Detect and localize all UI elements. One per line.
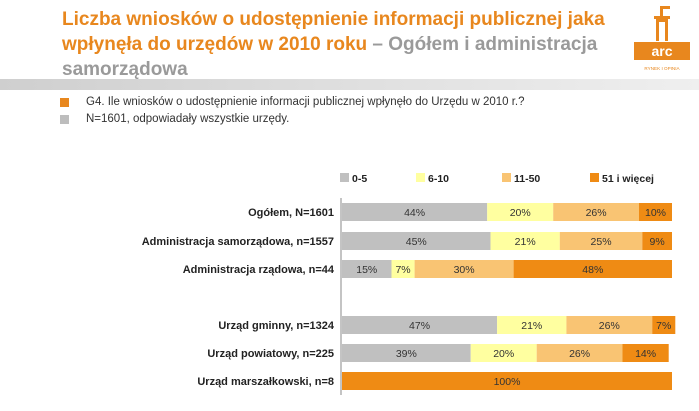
bar-value-label-2-3: 48% (582, 264, 603, 276)
bar-value-label-5-3: 14% (635, 348, 656, 360)
legend-swatch-1 (416, 173, 425, 182)
bar-value-label-0-3: 10% (645, 207, 666, 219)
bar-segment-5-3 (622, 344, 669, 362)
bar-value-label-0-1: 20% (510, 207, 531, 219)
bar-value-label-1-2: 25% (591, 236, 612, 248)
bar-value-label-5-0: 39% (396, 348, 417, 360)
bar-value-label-1-0: 45% (406, 236, 427, 248)
title-main: Liczba wniosków o udostępnienie informac… (62, 9, 605, 55)
legend-swatch-0 (340, 173, 349, 182)
category-label-4: Urząd gminny, n=1324 (218, 320, 335, 332)
bar-value-label-4-3: 7% (656, 320, 671, 332)
category-label-5: Urząd powiatowy, n=225 (207, 348, 334, 360)
bar-segment-2-1 (391, 260, 415, 278)
bar-segment-1-1 (490, 232, 560, 250)
bar-segment-0-2 (553, 203, 639, 221)
legend-swatch-2 (502, 173, 511, 182)
bar-segment-1-2 (559, 232, 643, 250)
bar-segment-1-0 (342, 232, 491, 250)
logo-tagline: RYNEK I OPINIA (644, 66, 680, 71)
legend-label-0: 0-5 (352, 173, 367, 185)
bar-value-label-5-1: 20% (493, 348, 514, 360)
bar-segment-1-3 (642, 232, 672, 250)
bar-segment-5-0 (342, 344, 471, 362)
bar-value-label-5-2: 26% (569, 348, 590, 360)
bar-segment-4-2 (566, 316, 653, 334)
bar-value-label-4-0: 47% (409, 320, 430, 332)
bar-segment-2-0 (342, 260, 392, 278)
header-divider (0, 79, 699, 90)
note-bullet-grey (60, 115, 69, 124)
bar-value-label-6-3: 100% (494, 376, 521, 388)
bar-segment-0-0 (342, 203, 488, 221)
bar-segment-6-3 (342, 372, 672, 390)
question-text: G4. Ile wniosków o udostępnienie informa… (86, 96, 525, 108)
bar-value-label-0-0: 44% (404, 207, 425, 219)
logo-text: arc (651, 43, 672, 59)
chart-title: Liczba wniosków o udostępnienie informac… (62, 7, 622, 82)
bar-value-label-1-3: 9% (650, 236, 665, 248)
category-label-1: Administracja samorządowa, n=1557 (142, 236, 334, 248)
bar-value-label-4-2: 26% (599, 320, 620, 332)
category-label-2: Administracja rządowa, n=44 (183, 264, 335, 276)
note-bullet-orange (60, 98, 69, 107)
legend-label-1: 6-10 (428, 173, 449, 185)
legend-swatch-3 (590, 173, 599, 182)
bar-segment-5-2 (536, 344, 623, 362)
bar-segment-2-3 (513, 260, 672, 278)
legend-label-2: 11-50 (514, 173, 540, 185)
category-label-6: Urząd marszałkowski, n=8 (197, 376, 334, 388)
bar-value-label-0-2: 26% (586, 207, 607, 219)
arc-rynek-i-opinia-logo-icon: arc RYNEK I OPINIA (634, 6, 690, 71)
bar-segment-4-3 (652, 316, 676, 334)
bar-value-label-2-2: 30% (454, 264, 475, 276)
bar-value-label-2-0: 15% (356, 264, 377, 276)
bar-value-label-1-1: 21% (515, 236, 536, 248)
bar-value-label-2-1: 7% (395, 264, 410, 276)
bar-value-label-4-1: 21% (521, 320, 542, 332)
bar-segment-0-1 (487, 203, 554, 221)
sample-text: N=1601, odpowiadały wszystkie urzędy. (86, 113, 290, 125)
bar-segment-4-0 (342, 316, 498, 334)
bar-segment-2-2 (414, 260, 514, 278)
bar-segment-4-1 (497, 316, 567, 334)
category-label-0: Ogółem, N=1601 (248, 207, 334, 219)
legend-label-3: 51 i więcej (602, 173, 654, 185)
bar-segment-0-3 (639, 203, 672, 221)
title-sub: – Ogółem i administracja samorządowa (62, 34, 598, 80)
bar-segment-5-1 (470, 344, 537, 362)
